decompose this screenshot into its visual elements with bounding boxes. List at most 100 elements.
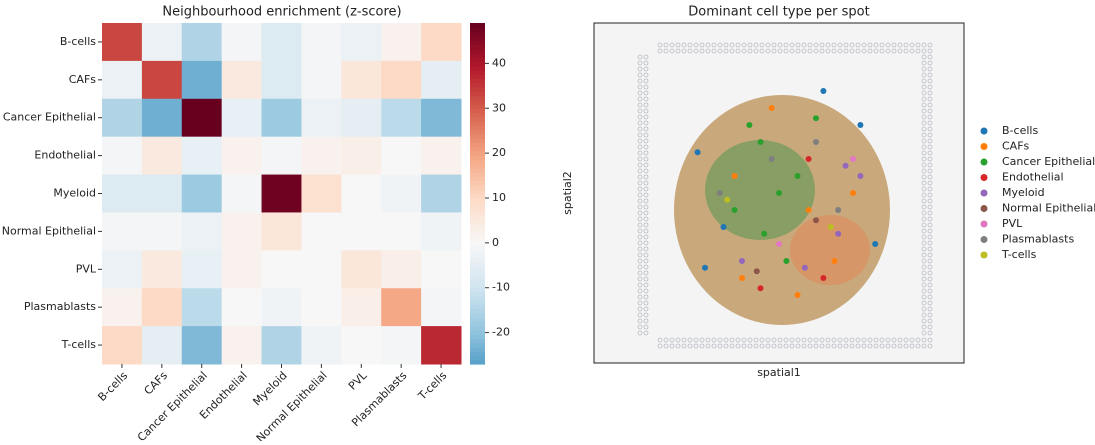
spot: [850, 190, 856, 196]
colorbar-slice: [470, 74, 485, 79]
heatmap-cell: [341, 175, 381, 213]
heatmap-cell: [222, 61, 262, 99]
heatmap-cell: [301, 137, 341, 175]
legend-label: Myeloid: [1002, 186, 1045, 199]
spot: [813, 115, 819, 121]
legend-marker: [981, 143, 988, 150]
heatmap-cell: [301, 61, 341, 99]
colorbar-slice: [470, 300, 485, 305]
colorbar-slice: [470, 304, 485, 309]
colorbar-slice: [470, 330, 485, 335]
legend-marker: [981, 174, 988, 181]
colorbar-slice: [470, 70, 485, 75]
colorbar-slice: [470, 219, 485, 224]
heatmap-cell: [421, 137, 461, 175]
legend-label: Endothelial: [1002, 171, 1064, 184]
colorbar-slice: [470, 134, 485, 139]
colorbar-slice: [470, 355, 485, 360]
heatmap-cell: [142, 250, 182, 288]
colorbar-slice: [470, 347, 485, 352]
heatmap-cell: [381, 137, 421, 175]
heatmap-cell: [301, 212, 341, 250]
legend-label: T-cells: [1001, 248, 1037, 261]
heatmap-cell: [381, 250, 421, 288]
colorbar-slice: [470, 257, 485, 262]
colorbar-tick-label: 30: [492, 101, 506, 114]
y-tick-label: Plasmablasts: [24, 300, 96, 313]
heatmap-cell: [341, 23, 381, 61]
spot: [695, 149, 701, 155]
heatmap-cell: [182, 250, 222, 288]
heatmap-cell: [381, 326, 421, 364]
colorbar-slice: [470, 189, 485, 194]
spot: [721, 224, 727, 230]
heatmap-cell: [142, 61, 182, 99]
spot: [783, 258, 789, 264]
spot: [857, 173, 863, 179]
heatmap-cell: [421, 61, 461, 99]
spot: [795, 173, 801, 179]
spot: [746, 122, 752, 128]
colorbar-tick-label: 40: [492, 56, 506, 69]
colorbar-slice: [470, 78, 485, 83]
heatmap-cell: [182, 288, 222, 326]
heatmap-cell: [222, 326, 262, 364]
colorbar-slice: [470, 185, 485, 190]
x-axis-label: spatial1: [757, 366, 801, 379]
colorbar-slice: [470, 206, 485, 211]
legend-marker: [981, 205, 988, 212]
colorbar-slice: [470, 57, 485, 62]
spot: [758, 139, 764, 145]
heatmap-cell: [301, 23, 341, 61]
colorbar-slice: [470, 215, 485, 220]
colorbar-slice: [470, 130, 485, 135]
colorbar-slice: [470, 194, 485, 199]
colorbar-slice: [470, 61, 485, 66]
colorbar-slice: [470, 236, 485, 241]
spot: [776, 241, 782, 247]
y-tick-label: Myeloid: [53, 187, 96, 200]
heatmap-cell: [341, 137, 381, 175]
colorbar-slice: [470, 108, 485, 113]
heatmap-cell: [381, 288, 421, 326]
spot: [828, 224, 834, 230]
y-tick-label: Cancer Epithelial: [3, 111, 96, 124]
colorbar-slice: [470, 296, 485, 301]
colorbar-slice: [470, 91, 485, 96]
colorbar-tick-label: 20: [492, 146, 506, 159]
heatmap-cell: [341, 250, 381, 288]
colorbar-slice: [470, 176, 485, 181]
colorbar-slice: [470, 211, 485, 216]
spot: [732, 173, 738, 179]
x-tick-label: CAFs: [142, 369, 171, 398]
colorbar-slice: [470, 40, 485, 45]
heatmap-cell: [421, 212, 461, 250]
legend-marker: [981, 190, 988, 197]
legend-marker: [981, 221, 988, 228]
colorbar-slice: [470, 83, 485, 88]
heatmap-cell: [222, 137, 262, 175]
spot: [795, 292, 801, 298]
colorbar-slice: [470, 117, 485, 122]
heatmap-cell: [102, 23, 142, 61]
colorbar-slice: [470, 113, 485, 118]
heatmap-cell: [182, 175, 222, 213]
figure: Neighbourhood enrichment (z-score) Domin…: [0, 0, 1095, 441]
heatmap-cell: [421, 326, 461, 364]
colorbar-tick-label: 10: [492, 191, 506, 204]
heatmap-cell: [381, 23, 421, 61]
heatmap-cell: [222, 212, 262, 250]
colorbar-tick-label: 0: [492, 236, 499, 249]
colorbar-slice: [470, 87, 485, 92]
spot: [813, 217, 819, 223]
colorbar-slice: [470, 151, 485, 156]
legend-label: PVL: [1002, 217, 1023, 230]
spot: [820, 88, 826, 94]
colorbar-slice: [470, 168, 485, 173]
spot: [769, 105, 775, 111]
spot: [739, 258, 745, 264]
colorbar-slice: [470, 262, 485, 267]
y-tick-label: PVL: [76, 262, 97, 275]
heatmap-cell: [102, 137, 142, 175]
heatmap-cell: [262, 23, 302, 61]
